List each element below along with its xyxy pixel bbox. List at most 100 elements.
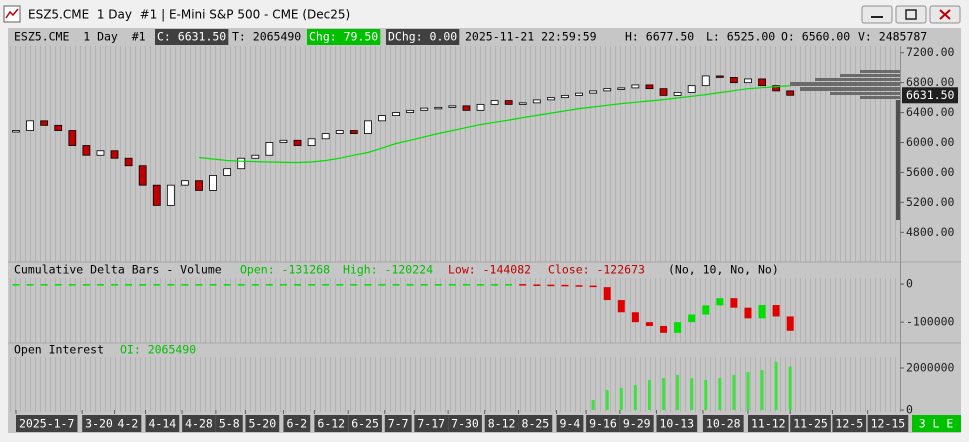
window-buttons[interactable]: [861, 5, 961, 24]
candle: [223, 284, 231, 286]
candle: [603, 287, 611, 301]
oi-stat: OI: 2065490: [120, 343, 196, 357]
candle: [575, 285, 583, 287]
candle: [406, 284, 414, 286]
y-tick-label: 4800.00: [906, 225, 955, 239]
x-tick-box: [114, 415, 142, 432]
candle: [589, 90, 598, 94]
bar: [633, 385, 637, 410]
candle: [12, 130, 20, 133]
candle: [82, 284, 90, 286]
x-tick-box: [790, 415, 831, 432]
header-dchange: DChg: 0.00: [388, 30, 457, 44]
candle: [674, 322, 682, 333]
volume-profile: [790, 70, 900, 220]
delta-label-row: [8, 262, 900, 278]
status-box[interactable]: [912, 415, 961, 432]
candle: [547, 97, 555, 101]
x-tick-label: 7-17: [417, 417, 445, 431]
bar: [591, 399, 595, 410]
candle: [54, 284, 62, 286]
restore-button[interactable]: [895, 5, 927, 24]
candle: [167, 284, 175, 286]
candle: [349, 130, 358, 134]
candle: [462, 105, 471, 111]
candle: [575, 92, 583, 96]
x-tick-box: [586, 415, 620, 432]
x-tick-label: 11-25: [793, 417, 828, 431]
y-tick-label: -100000: [906, 315, 955, 329]
x-tick-label: 10-28: [706, 417, 741, 431]
candle: [223, 168, 232, 176]
candle: [645, 322, 653, 326]
x-tick-box: [556, 415, 584, 432]
candle: [336, 284, 344, 286]
x-tick-label: 8-25: [522, 417, 550, 431]
x-tick-box: [414, 415, 449, 432]
x-tick-box: [16, 415, 78, 432]
y-tick-label: 7200.00: [906, 45, 955, 59]
y-tick-label: 0: [906, 403, 913, 417]
header-symbol: ESZ5.CME 1 Day #1: [14, 30, 146, 44]
candle: [659, 88, 668, 96]
candle: [561, 94, 569, 99]
candle: [166, 184, 175, 206]
y-tick-label: 5200.00: [906, 195, 955, 209]
candle: [110, 150, 119, 159]
candle: [505, 284, 513, 286]
candle: [477, 284, 485, 286]
x-tick-box: [867, 415, 909, 432]
header-box: [155, 29, 229, 45]
profile-bar: [896, 100, 900, 220]
header: ESZ5.CME 1 Day #1 C: 6631.50 T: 2065490 …: [14, 29, 927, 45]
candle: [434, 284, 442, 286]
candle: [758, 305, 766, 319]
x-tick-label: 7-30: [451, 417, 479, 431]
candle: [294, 284, 302, 286]
x-tick-label: 10-13: [659, 417, 694, 431]
candle: [265, 142, 274, 156]
minimize-button[interactable]: [861, 5, 893, 24]
x-tick-label: 6-2: [286, 417, 307, 431]
bar: [690, 378, 694, 410]
candle: [772, 85, 781, 92]
header-close: C: 6631.50: [157, 30, 226, 44]
candle: [364, 284, 372, 286]
candle: [392, 284, 400, 286]
profile-bar: [830, 92, 900, 95]
candle: [26, 120, 34, 131]
candle: [533, 284, 541, 286]
candle: [111, 284, 119, 286]
candle: [237, 284, 245, 286]
x-tick-box: [145, 415, 180, 432]
x-tick-label: 11-12: [751, 417, 786, 431]
bar: [647, 379, 651, 410]
header-total: T: 2065490: [232, 30, 301, 44]
header-open: O: 6560.00: [781, 30, 850, 44]
x-tick-box: [484, 415, 519, 432]
status-text: 3 L E: [919, 417, 954, 431]
candle: [138, 165, 147, 186]
x-tick-box: [182, 415, 216, 432]
delta-open: Open: -131268: [240, 263, 330, 277]
x-tick-box: [384, 415, 412, 432]
x-tick-label: 6-25: [351, 417, 379, 431]
x-tick-box: [348, 415, 382, 432]
candle: [744, 78, 752, 84]
x-tick-box: [702, 415, 744, 432]
candle: [153, 284, 161, 286]
candle: [54, 124, 63, 131]
x-tick-label: 7-7: [388, 417, 409, 431]
candle: [68, 284, 76, 286]
candle: [378, 284, 386, 286]
candle: [448, 284, 456, 286]
candle: [279, 139, 288, 143]
candle: [420, 284, 428, 286]
y-tick-label: 6000.00: [906, 135, 955, 149]
candle: [617, 300, 625, 313]
candle: [561, 284, 569, 287]
x-tick-box: [518, 415, 553, 432]
candle: [406, 109, 415, 113]
candle: [772, 305, 780, 317]
candle: [82, 145, 91, 156]
